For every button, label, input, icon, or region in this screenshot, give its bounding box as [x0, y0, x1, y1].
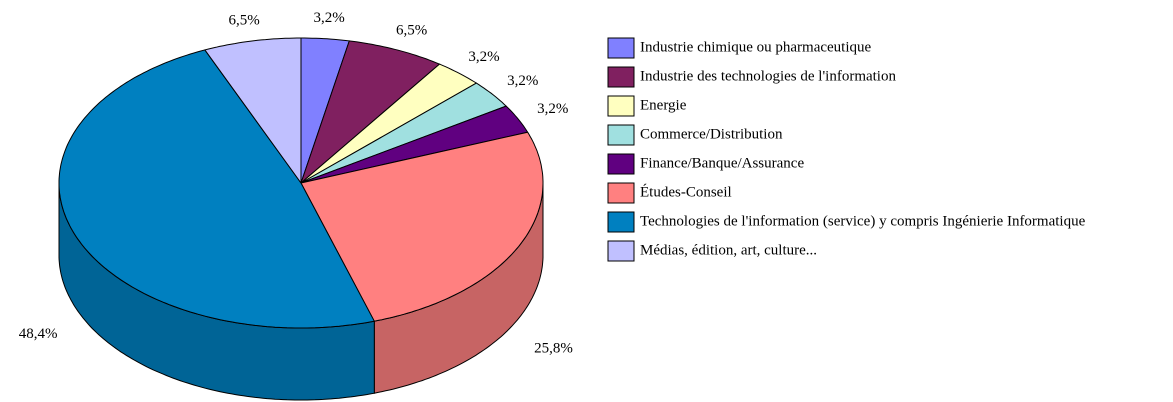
slice — [300, 82, 508, 184]
legend-label: Technologies de l'information (service) … — [640, 213, 1086, 229]
data-label: 6,5% — [228, 13, 259, 29]
slice — [299, 40, 441, 185]
legend-swatch — [607, 66, 635, 88]
legend-swatch — [607, 240, 635, 262]
slice — [300, 105, 529, 184]
legend-label: Médias, édition, art, culture... — [640, 242, 817, 258]
legend-swatch — [607, 124, 635, 146]
legend-label: Commerce/Distribution — [640, 126, 783, 142]
data-label: 48,4% — [19, 326, 58, 342]
legend-label: Energie — [640, 97, 687, 113]
legend-swatch — [607, 95, 635, 117]
legend-label: Industrie des technologies de l'informat… — [640, 68, 896, 84]
slice — [300, 63, 478, 184]
legend-label: Industrie chimique ou pharmaceutique — [640, 39, 872, 55]
legend-swatch — [607, 182, 635, 204]
slice — [58, 49, 376, 329]
data-label: 3,2% — [537, 101, 568, 117]
slice — [204, 37, 302, 185]
data-label: 3,2% — [507, 73, 538, 89]
legend-label: Finance/Banque/Assurance — [640, 155, 804, 171]
legend-swatch — [607, 153, 635, 175]
slice — [300, 131, 544, 322]
data-label: 3,2% — [314, 10, 345, 26]
legend-label: Études-Conseil — [640, 183, 732, 200]
data-label: 3,2% — [468, 49, 499, 65]
legend-swatch — [607, 37, 635, 59]
data-label: 25,8% — [534, 340, 573, 356]
legend-swatch — [607, 211, 635, 233]
data-label: 6,5% — [396, 23, 427, 39]
